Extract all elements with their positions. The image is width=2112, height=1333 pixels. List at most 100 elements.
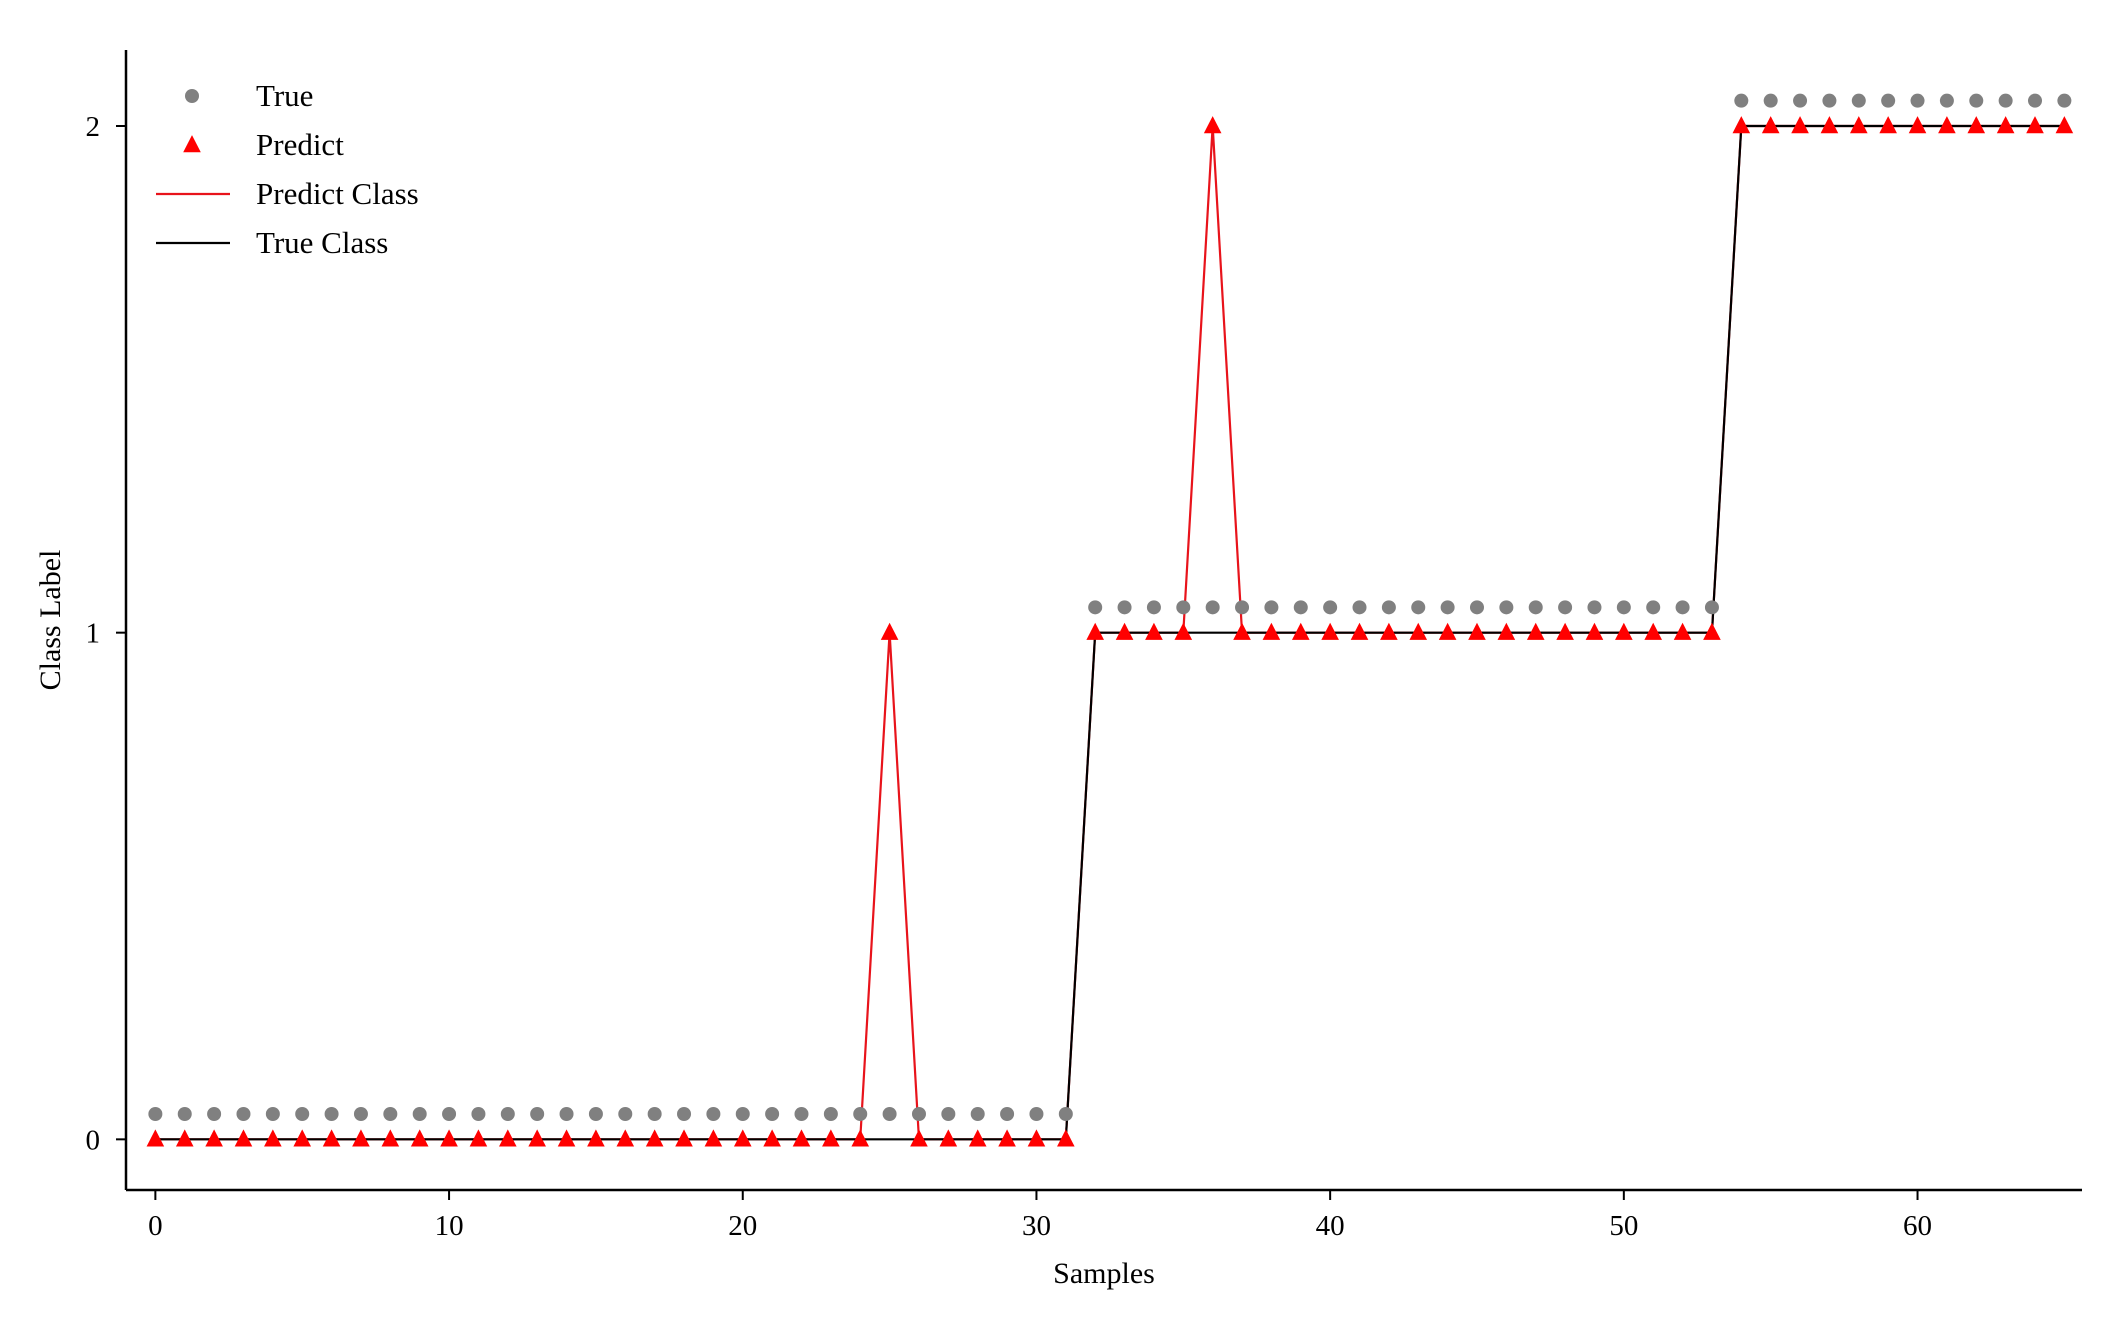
x-tick-label: 20 [728, 1210, 757, 1242]
predict-point [1526, 622, 1545, 640]
legend-label-true: True [256, 78, 313, 113]
true-point [1763, 93, 1778, 108]
true-point [677, 1107, 692, 1121]
predict-point [146, 1129, 165, 1147]
predict-point [499, 1129, 517, 1147]
predict-point [704, 1129, 723, 1147]
true-point [794, 1107, 809, 1121]
legend-label-predict: Predict [256, 127, 344, 162]
true-point [853, 1107, 868, 1121]
true-point [618, 1107, 633, 1121]
true-point [1969, 93, 1984, 108]
predict-point [645, 1129, 664, 1147]
y-tick-label: 0 [86, 1124, 101, 1156]
true-point [1264, 600, 1279, 615]
legend-marker-true [185, 89, 199, 103]
predict-point [880, 622, 899, 640]
predict-point [1644, 622, 1663, 640]
true-point [236, 1107, 251, 1121]
predict-point [763, 1129, 781, 1147]
true-point [1851, 93, 1866, 108]
axes: 0 10 20 30 40 50 60 0 1 2 Samples Class Label [34, 50, 2082, 1290]
true-point [1058, 1107, 1073, 1121]
true-point [647, 1107, 662, 1121]
predict-point [998, 1129, 1016, 1147]
predict-point [352, 1129, 370, 1147]
true-point [530, 1107, 545, 1121]
true-point [324, 1107, 339, 1121]
true-point [1469, 600, 1484, 615]
y-axis-ticks: 0 1 2 [86, 111, 126, 1156]
true-point [1734, 93, 1749, 108]
true-point [295, 1107, 310, 1121]
true-point [383, 1107, 398, 1121]
true-point [735, 1107, 750, 1121]
predict-point [1291, 622, 1310, 640]
predict-point [1556, 622, 1574, 640]
predict-point [1673, 622, 1692, 640]
true-point [1411, 600, 1426, 615]
true-point [1205, 600, 1220, 615]
predict-point [1203, 116, 1222, 134]
legend-label-predict-class: Predict Class [256, 176, 419, 211]
predict-point [1086, 622, 1104, 640]
true-point [559, 1107, 574, 1121]
true-point [1822, 93, 1837, 108]
predict-point [733, 1129, 752, 1147]
predict-point [1409, 622, 1428, 640]
predict-point [1057, 1129, 1075, 1147]
predict-point [293, 1129, 312, 1147]
predict-point [1938, 116, 1956, 134]
predict-point [322, 1129, 341, 1147]
predict-point [440, 1129, 458, 1147]
true-point [1646, 600, 1661, 615]
predict-point [1145, 622, 1163, 640]
true-point [1616, 600, 1631, 615]
true-point [2057, 93, 2072, 108]
true-point [1000, 1107, 1015, 1121]
true-point [1558, 600, 1573, 615]
predict-point [1908, 116, 1927, 134]
true-point [1235, 600, 1250, 615]
true-point [1499, 600, 1514, 615]
true-point [412, 1107, 427, 1121]
true-point [1352, 600, 1367, 615]
predict-point [1849, 116, 1868, 134]
true-point [471, 1107, 486, 1121]
predict-point [1233, 622, 1251, 640]
predict-point [587, 1129, 605, 1147]
legend: True Predict Predict Class True Class [156, 78, 419, 260]
predict-point [1321, 622, 1339, 640]
predict-point [1732, 116, 1751, 134]
true-point [1998, 93, 2013, 108]
predict-point [1380, 622, 1398, 640]
true-point [1176, 600, 1191, 615]
true-point [1939, 93, 1954, 108]
true-point [1675, 600, 1690, 615]
predict-point [1761, 116, 1780, 134]
predict-point [851, 1129, 870, 1147]
true-point [588, 1107, 603, 1121]
true-point [1704, 600, 1719, 615]
predict-point [1967, 116, 1986, 134]
true-point [265, 1107, 280, 1121]
x-axis-ticks: 0 10 20 30 40 50 60 [148, 1190, 1932, 1242]
predict-point [1996, 116, 2015, 134]
true-point [1793, 93, 1808, 108]
x-tick-label: 50 [1609, 1210, 1638, 1242]
predict-point [2055, 116, 2074, 134]
predict-point [1468, 622, 1486, 640]
true-point [207, 1107, 222, 1121]
legend-marker-predict [183, 135, 201, 153]
true-point [177, 1107, 192, 1121]
true-point [148, 1107, 163, 1121]
y-axis-title: Class Label [34, 550, 67, 691]
predict-point [1350, 622, 1369, 640]
predict-point [968, 1129, 987, 1147]
predict-point [1438, 622, 1457, 640]
predict-point [2026, 116, 2044, 134]
predict-point [1262, 622, 1281, 640]
y-tick-label: 1 [86, 618, 101, 650]
predict-point [1585, 622, 1604, 640]
predict-point [205, 1129, 223, 1147]
